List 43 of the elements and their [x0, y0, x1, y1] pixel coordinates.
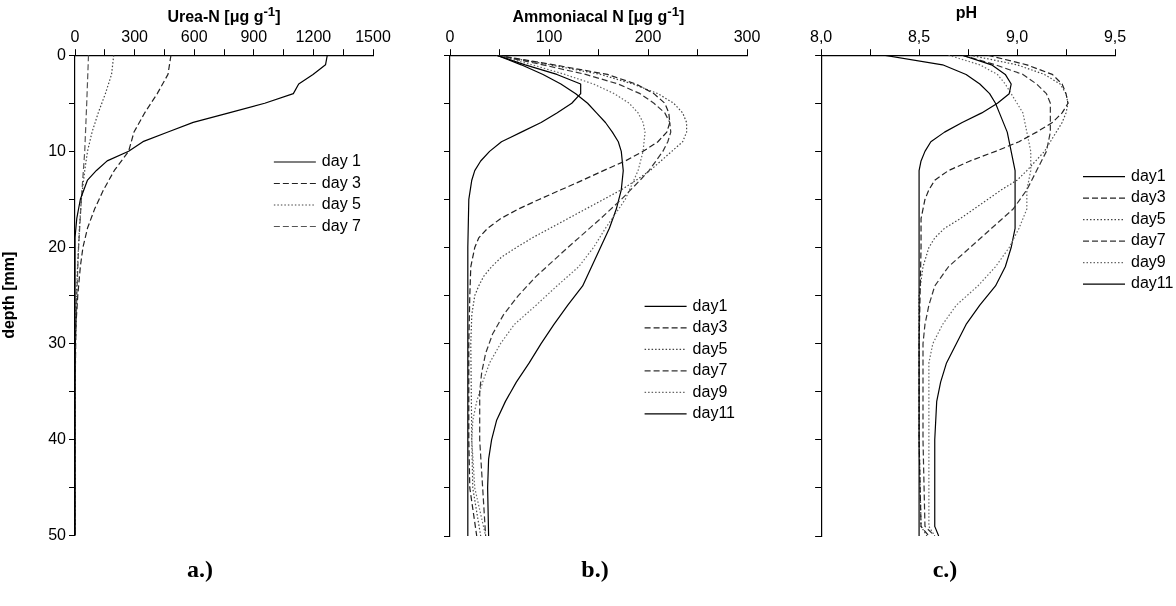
legend-label: day5	[692, 339, 728, 357]
x-tick-label: 300	[733, 28, 761, 46]
y-tick-label: 40	[48, 429, 67, 447]
legend-label: day1	[1131, 166, 1166, 184]
legend-label: day11	[1131, 274, 1174, 292]
legend-label: day9	[692, 382, 728, 400]
text: b.)	[580, 556, 610, 583]
y-tick-label: 20	[48, 237, 67, 255]
y-tick-label: 10	[48, 141, 67, 159]
y-tick-label: 30	[48, 333, 67, 351]
legend-label: day 1	[321, 152, 362, 170]
legend-label: day9	[1131, 252, 1166, 270]
y-tick-label: 0	[57, 45, 67, 63]
text: c.)	[931, 556, 959, 583]
x-axis-title: Ammoniacal N [μg g$^{-1}$]	[511, 4, 686, 27]
x-tick-label: 9,5	[1103, 28, 1127, 46]
x-axis-title: Urea-N [μg g$^{-1}$]	[166, 4, 282, 27]
legend-label: day3	[1131, 188, 1166, 206]
x-tick-label: 0	[445, 28, 455, 46]
x-tick-label: 1500	[355, 28, 391, 46]
x-tick-label: 300	[121, 28, 149, 46]
text: a.)	[186, 556, 214, 583]
x-tick-label: 8,0	[810, 28, 833, 46]
legend-label: day 5	[321, 195, 362, 213]
legend-label: day7	[1131, 231, 1166, 249]
x-axis-title: pH	[954, 4, 979, 22]
x-tick-label: 600	[180, 28, 208, 46]
x-tick-label: 1200	[295, 28, 332, 46]
x-tick-label: 100	[535, 28, 563, 46]
legend-label: day7	[692, 361, 728, 379]
x-tick-label: 200	[634, 28, 662, 46]
x-tick-label: 900	[240, 28, 268, 46]
legend-label: day5	[1131, 209, 1166, 227]
legend-label: day 7	[321, 216, 362, 234]
legend-label: day 3	[321, 173, 362, 191]
x-tick-label: 8,5	[907, 28, 931, 46]
y-axis-title: depth [mm]	[0, 251, 18, 339]
legend-label: day11	[692, 404, 736, 422]
x-tick-label: 9,0	[1005, 28, 1029, 46]
legend-label: day1	[692, 296, 728, 314]
y-tick-label: 50	[48, 525, 67, 543]
legend-label: day3	[692, 318, 728, 336]
x-tick-label: 0	[70, 28, 80, 46]
